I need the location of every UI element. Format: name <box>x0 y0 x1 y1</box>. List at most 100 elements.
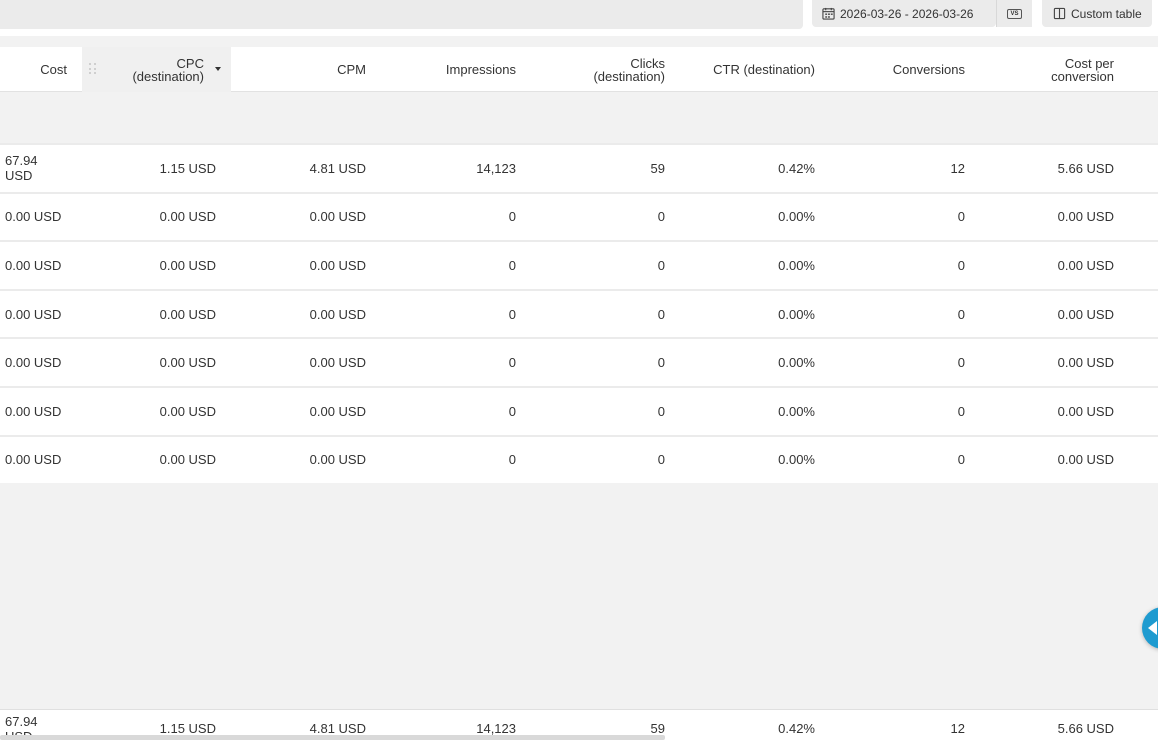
horizontal-scrollbar[interactable] <box>0 735 665 740</box>
column-header-cpc[interactable]: CPC (destination) <box>82 47 231 92</box>
table-row[interactable]: 0.00 USD 0.00 USD 0.00 USD 0 0 0.00% 0 0… <box>0 337 1158 386</box>
chevron-left-icon <box>1148 621 1157 635</box>
cell-clicks: 0 <box>657 257 665 273</box>
total-cpm: 4.81 USD <box>309 721 366 736</box>
filter-bar[interactable] <box>0 0 803 29</box>
cell-cpm: 4.81 USD <box>309 160 366 176</box>
cell-cpm: 0.00 USD <box>309 403 366 419</box>
table-row[interactable]: 0.00 USD 0.00 USD 0.00 USD 0 0 0.00% 0 0… <box>0 434 1158 484</box>
table-row[interactable]: 0.00 USD 0.00 USD 0.00 USD 0 0 0.00% 0 0… <box>0 385 1158 435</box>
cell-impressions: 0 <box>508 209 516 225</box>
column-header-label: Conversions <box>892 62 965 77</box>
cell-clicks: 0 <box>657 209 665 225</box>
totals-row: 67.94 USD 1.15 USD 4.81 USD 14,123 59 0.… <box>0 709 1158 740</box>
column-header-ctr[interactable]: CTR (destination) <box>681 47 815 92</box>
cell-cpc: 1.15 USD <box>159 160 216 176</box>
cell-cpm: 0.00 USD <box>309 257 366 273</box>
columns-icon <box>1053 7 1066 20</box>
total-cpc: 1.15 USD <box>159 721 216 736</box>
drag-handle-icon[interactable] <box>89 63 97 75</box>
total-conversions: 12 <box>950 721 965 736</box>
floating-side-button[interactable] <box>1142 607 1158 649</box>
cell-conversions: 0 <box>957 209 965 225</box>
custom-table-label: Custom table <box>1071 6 1142 21</box>
cell-impressions: 0 <box>508 403 516 419</box>
cell-cost: 67.94 USD <box>5 153 38 184</box>
custom-table-button[interactable]: Custom table <box>1042 0 1152 27</box>
cell-cpc: 0.00 USD <box>159 306 216 322</box>
cell-conversions: 0 <box>957 403 965 419</box>
cell-clicks: 0 <box>657 306 665 322</box>
total-impressions: 14,123 <box>476 721 516 736</box>
cell-cpm: 0.00 USD <box>309 209 366 225</box>
column-header-clicks[interactable]: Clicks (destination) <box>531 47 665 92</box>
cell-ctr: 0.00% <box>778 306 815 322</box>
cell-cpc: 0.00 USD <box>159 403 216 419</box>
cell-cost-per-conversion: 0.00 USD <box>1057 452 1114 468</box>
toolbar: 2026-03-26 - 2026-03-26 VS Custom table <box>0 0 1158 36</box>
total-cost: 67.94 USD <box>5 713 38 740</box>
cell-clicks: 0 <box>657 403 665 419</box>
cell-cost-per-conversion: 5.66 USD <box>1057 160 1114 176</box>
cell-cost-per-conversion: 0.00 USD <box>1057 403 1114 419</box>
column-header-label: CTR (destination) <box>713 62 815 77</box>
column-header-label: CPC (destination) <box>132 55 204 84</box>
column-header-cpm[interactable]: CPM <box>232 47 366 92</box>
cell-impressions: 0 <box>508 306 516 322</box>
total-ctr: 0.42% <box>778 721 815 736</box>
date-range-button[interactable]: 2026-03-26 - 2026-03-26 <box>812 0 996 27</box>
cell-ctr: 0.00% <box>778 209 815 225</box>
table-row[interactable]: 67.94 USD 1.15 USD 4.81 USD 14,123 59 0.… <box>0 143 1158 192</box>
table-body: 67.94 USD 1.15 USD 4.81 USD 14,123 59 0.… <box>0 143 1158 484</box>
cell-ctr: 0.42% <box>778 160 815 176</box>
cell-cost: 0.00 USD <box>5 403 62 419</box>
compare-button[interactable]: VS <box>996 0 1032 27</box>
cell-cost: 0.00 USD <box>5 306 62 322</box>
cell-conversions: 0 <box>957 452 965 468</box>
cell-ctr: 0.00% <box>778 355 815 371</box>
cell-impressions: 0 <box>508 355 516 371</box>
cell-clicks: 0 <box>657 452 665 468</box>
table-header: Cost CPC (destination) CPM Impressions C… <box>0 47 1158 92</box>
column-header-conversions[interactable]: Conversions <box>831 47 965 92</box>
cell-cost-per-conversion: 0.00 USD <box>1057 209 1114 225</box>
cell-cost-per-conversion: 0.00 USD <box>1057 257 1114 273</box>
cell-cpc: 0.00 USD <box>159 257 216 273</box>
table-row[interactable]: 0.00 USD 0.00 USD 0.00 USD 0 0 0.00% 0 0… <box>0 288 1158 338</box>
cell-cpc: 0.00 USD <box>159 355 216 371</box>
cell-conversions: 0 <box>957 306 965 322</box>
cell-cpm: 0.00 USD <box>309 452 366 468</box>
cell-cost: 0.00 USD <box>5 209 62 225</box>
cell-clicks: 59 <box>650 160 665 176</box>
compare-vs-icon: VS <box>1007 8 1022 19</box>
column-header-cost-per-conversion[interactable]: Cost per conversion <box>980 47 1114 92</box>
cell-cpm: 0.00 USD <box>309 306 366 322</box>
cell-conversions: 0 <box>957 355 965 371</box>
date-range-label: 2026-03-26 - 2026-03-26 <box>840 6 974 21</box>
column-header-label: Cost per conversion <box>1051 55 1114 84</box>
cell-cost: 0.00 USD <box>5 452 62 468</box>
column-header-label: Clicks (destination) <box>593 55 665 84</box>
sort-caret-icon[interactable] <box>215 67 221 71</box>
total-clicks: 59 <box>650 721 665 736</box>
table-row[interactable]: 0.00 USD 0.00 USD 0.00 USD 0 0 0.00% 0 0… <box>0 240 1158 289</box>
cell-cost: 0.00 USD <box>5 355 62 371</box>
cell-cost: 0.00 USD <box>5 257 62 273</box>
cell-cost-per-conversion: 0.00 USD <box>1057 355 1114 371</box>
cell-clicks: 0 <box>657 355 665 371</box>
column-header-cost[interactable]: Cost <box>0 47 67 92</box>
column-header-label: Impressions <box>445 62 516 77</box>
cell-impressions: 0 <box>508 452 516 468</box>
cell-cpc: 0.00 USD <box>159 452 216 468</box>
cell-ctr: 0.00% <box>778 403 815 419</box>
cell-cpc: 0.00 USD <box>159 209 216 225</box>
cell-cost-per-conversion: 0.00 USD <box>1057 306 1114 322</box>
table-row[interactable]: 0.00 USD 0.00 USD 0.00 USD 0 0 0.00% 0 0… <box>0 191 1158 241</box>
cell-impressions: 0 <box>508 257 516 273</box>
column-header-impressions[interactable]: Impressions <box>382 47 516 92</box>
cell-ctr: 0.00% <box>778 257 815 273</box>
cell-cpm: 0.00 USD <box>309 355 366 371</box>
cell-conversions: 12 <box>950 160 965 176</box>
column-header-label: CPM <box>337 62 366 77</box>
